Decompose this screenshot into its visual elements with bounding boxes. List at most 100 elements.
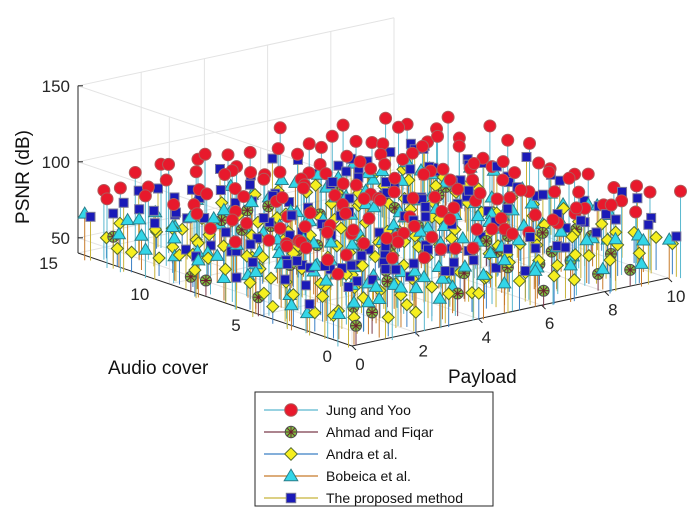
data-point-jung_yoo xyxy=(378,157,392,171)
data-point-bobeica xyxy=(209,248,225,261)
data-point-bobeica xyxy=(111,226,127,240)
data-point-jung_yoo xyxy=(542,165,556,179)
data-point-jung_yoo xyxy=(406,146,420,160)
data-point-jung_yoo xyxy=(548,185,562,199)
data-point-bobeica xyxy=(365,172,381,185)
data-point-bobeica xyxy=(435,271,450,284)
data-point-andra xyxy=(286,287,301,302)
data-point-proposed xyxy=(601,209,612,220)
data-point-jung_yoo xyxy=(496,173,510,187)
data-point-jung_yoo xyxy=(275,191,289,205)
data-point-jung_yoo xyxy=(353,155,367,169)
data-point-bobeica xyxy=(361,294,376,308)
data-point-andra xyxy=(308,305,322,320)
data-point-bobeica xyxy=(457,259,473,272)
data-point-jung_yoo xyxy=(340,149,354,163)
legend-label: Jung and Yoo xyxy=(326,402,411,418)
data-point-proposed xyxy=(153,183,164,194)
data-point-jung_yoo xyxy=(128,165,142,179)
data-point-jung_yoo xyxy=(159,173,173,187)
data-point-ahmad_fiqar xyxy=(537,284,550,297)
data-point-andra xyxy=(315,289,330,304)
data-point-jung_yoo xyxy=(113,181,127,195)
data-point-bobeica xyxy=(563,257,578,271)
data-point-bobeica xyxy=(166,230,182,244)
data-point-jung_yoo xyxy=(320,225,334,239)
data-point-proposed xyxy=(346,260,357,271)
x-tick-label: 8 xyxy=(608,301,617,320)
data-point-jung_yoo xyxy=(466,173,480,187)
data-point-proposed xyxy=(537,189,548,200)
points-layer xyxy=(77,110,688,332)
data-point-jung_yoo xyxy=(237,190,251,204)
data-point-jung_yoo xyxy=(388,171,402,185)
x-tick-label: 10 xyxy=(667,287,686,306)
data-point-proposed xyxy=(148,205,159,216)
data-point-andra xyxy=(243,275,257,290)
data-point-proposed xyxy=(525,232,536,243)
data-point-andra xyxy=(567,273,582,287)
data-point-andra xyxy=(649,230,663,245)
data-point-jung_yoo xyxy=(273,221,287,235)
data-point-jung_yoo xyxy=(228,235,242,249)
data-point-proposed xyxy=(552,241,563,252)
data-point-bobeica xyxy=(608,231,623,245)
data-point-jung_yoo xyxy=(485,222,499,236)
data-point-jung_yoo xyxy=(373,193,387,207)
data-point-jung_yoo xyxy=(406,191,420,205)
data-point-andra xyxy=(308,178,323,193)
data-point-andra xyxy=(355,258,370,273)
data-point-bobeica xyxy=(271,245,287,258)
data-point-proposed xyxy=(405,164,416,175)
data-point-andra xyxy=(188,263,202,277)
data-point-proposed xyxy=(560,242,571,253)
data-point-bobeica xyxy=(496,275,512,289)
data-point-jung_yoo xyxy=(490,192,504,206)
legend-label: Andra et al. xyxy=(326,446,398,462)
data-point-proposed xyxy=(530,243,541,254)
data-point-proposed xyxy=(149,218,160,229)
data-point-andra xyxy=(550,258,565,273)
data-point-bobeica xyxy=(455,230,471,244)
data-point-jung_yoo xyxy=(674,184,688,198)
x-tick-label: 2 xyxy=(418,341,427,360)
data-point-proposed xyxy=(341,166,352,177)
data-point-andra xyxy=(400,298,414,312)
data-point-andra xyxy=(425,280,439,294)
data-point-andra xyxy=(368,249,383,264)
data-point-proposed xyxy=(245,239,256,250)
data-point-jung_yoo xyxy=(262,233,276,247)
data-point-ahmad_fiqar xyxy=(366,306,379,319)
data-point-jung_yoo xyxy=(392,120,406,134)
data-point-jung_yoo xyxy=(483,119,497,133)
data-point-jung_yoo xyxy=(441,110,455,124)
data-point-jung_yoo xyxy=(296,181,310,195)
data-point-jung_yoo xyxy=(379,111,393,125)
data-point-bobeica xyxy=(408,280,424,294)
data-point-proposed xyxy=(280,274,291,285)
data-point-andra xyxy=(603,253,617,267)
data-point-bobeica xyxy=(368,279,384,292)
data-point-jung_yoo xyxy=(523,136,537,150)
data-point-jung_yoo xyxy=(501,133,515,147)
data-point-proposed xyxy=(404,271,415,282)
data-point-proposed xyxy=(231,272,242,283)
data-point-jung_yoo xyxy=(396,152,410,166)
legend-label: The proposed method xyxy=(326,490,463,506)
x-tick xyxy=(351,345,357,351)
legend-marker-proposed xyxy=(285,492,297,504)
data-point-bobeica xyxy=(190,252,206,266)
data-point-jung_yoo xyxy=(431,129,445,143)
legend-item-jung_yoo: Jung and Yoo xyxy=(264,402,411,418)
data-point-bobeica xyxy=(274,172,290,186)
data-point-jung_yoo xyxy=(546,213,560,227)
data-point-bobeica xyxy=(308,258,323,271)
data-point-jung_yoo xyxy=(319,167,333,181)
data-point-proposed xyxy=(367,274,378,285)
data-point-bobeica xyxy=(483,245,498,259)
z-tick-label: 100 xyxy=(42,153,70,172)
data-point-jung_yoo xyxy=(407,219,421,233)
data-point-proposed xyxy=(215,185,226,196)
